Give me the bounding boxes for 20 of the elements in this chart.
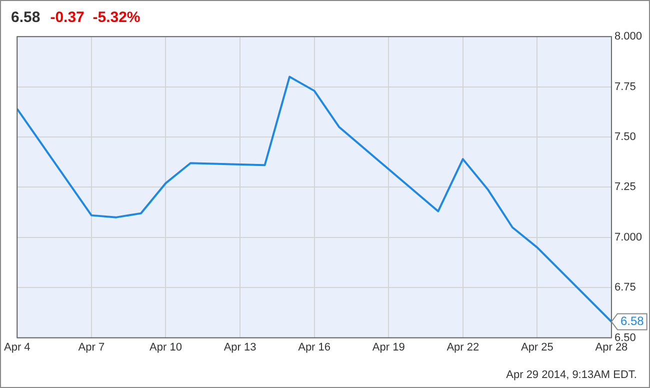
chart-title: 6.58	[11, 9, 40, 26]
x-tick-label: Apr 28	[595, 341, 628, 354]
x-tick-label: Apr 4	[4, 341, 30, 354]
y-tick-label: 7.25	[614, 181, 636, 194]
y-tick-label: 6.75	[614, 282, 636, 294]
y-tick-label: 7.50	[614, 131, 636, 144]
x-tick-label: Apr 13	[224, 341, 256, 354]
x-tick-label: Apr 25	[520, 341, 554, 354]
text: Apr 29 2014, 9:13AM EDT.	[506, 369, 637, 381]
x-tick-label: Apr 10	[150, 341, 182, 354]
x-tick-label: Apr 16	[298, 341, 331, 354]
y-tick-label: 7.75	[614, 80, 636, 93]
y-tick-label: 8.000	[614, 30, 642, 43]
y-tick-label: 6.50	[614, 332, 636, 344]
x-tick-label: Apr 7	[78, 341, 105, 354]
x-tick-label: Apr 22	[446, 341, 480, 354]
x-tick-label: Apr 19	[372, 341, 405, 354]
annotation: 6.58	[620, 314, 644, 328]
chart-subtitle: -0.37 -5.32%	[50, 9, 140, 26]
y-tick-label: 7.000	[614, 231, 642, 244]
